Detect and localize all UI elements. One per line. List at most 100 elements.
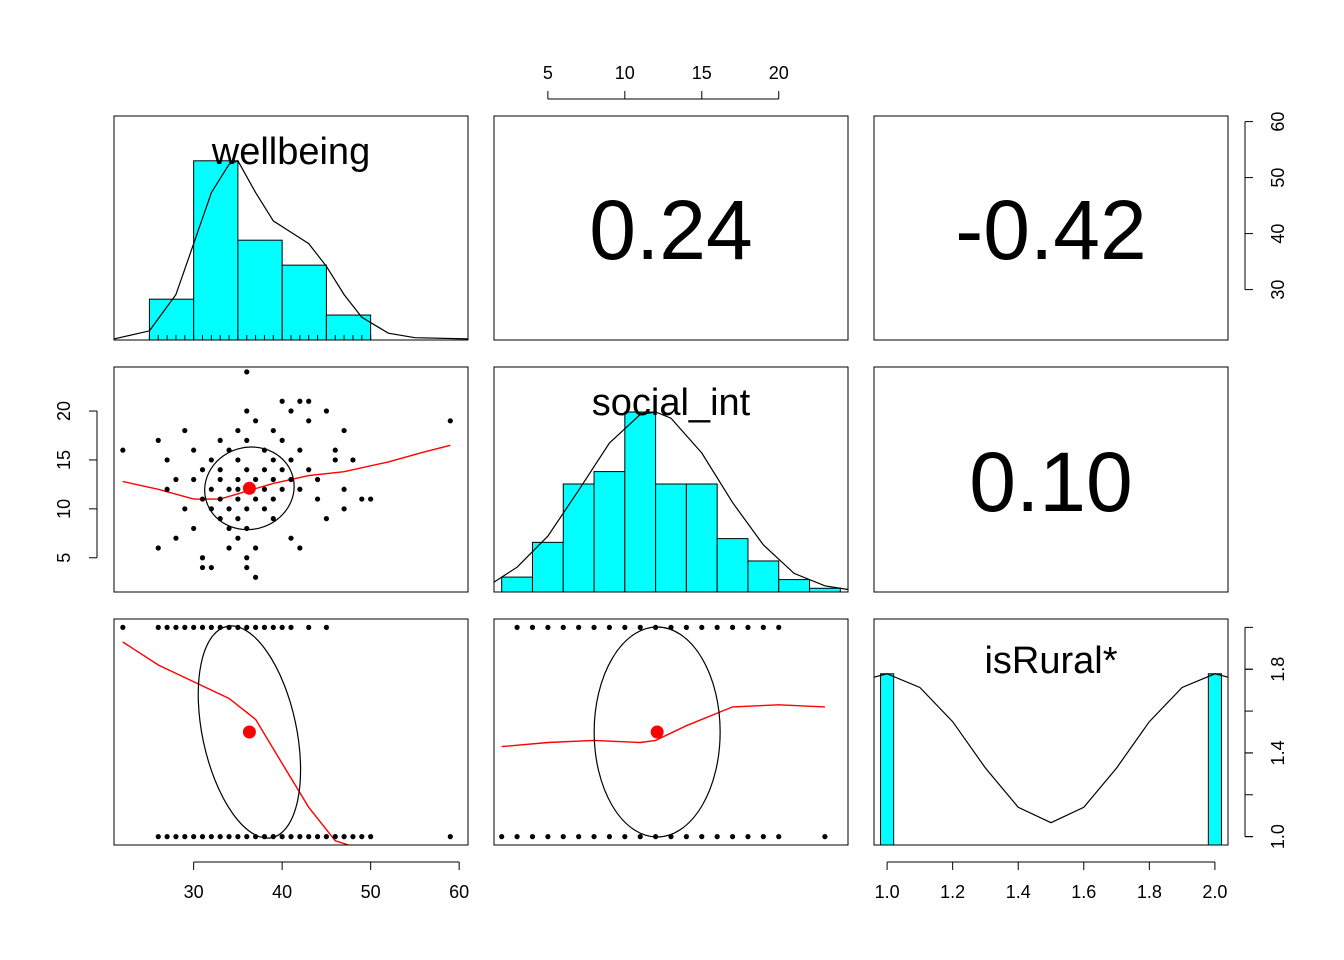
scatter-point-wellbeing-social-int [173, 476, 179, 483]
points-layer [120, 369, 828, 840]
scatter-point-social-int-isrural [545, 624, 551, 630]
scatter-point-wellbeing-social-int [297, 545, 303, 551]
scatter-point-wellbeing-social-int [208, 486, 214, 492]
scatter-point-wellbeing-social-int [199, 467, 206, 473]
panel-frame-r2-c0 [113, 618, 469, 846]
scatter-point-wellbeing-isrural [226, 834, 232, 840]
scatter-point-social-int-isrural [576, 834, 582, 840]
scatter-point-wellbeing-social-int [226, 447, 232, 453]
scatter-point-wellbeing-social-int [332, 447, 338, 453]
density-line-social-int [493, 411, 849, 591]
axis-right-row0-label: 40 [1268, 224, 1288, 244]
scatter-point-social-int-isrural [760, 624, 766, 630]
scatter-point-wellbeing-isrural [341, 834, 347, 840]
hist-bar-social-int [716, 538, 749, 593]
panel-frame-r0-c2 [873, 115, 1229, 341]
scatter-point-social-int-isrural [699, 834, 705, 840]
scatter-point-wellbeing-social-int [217, 516, 223, 522]
axis-top-social-int-label: 10 [615, 63, 635, 83]
scatter-point-social-int-isrural [714, 624, 720, 630]
scatter-point-social-int-isrural [745, 624, 751, 630]
ellipse-wellbeing-social-int [204, 446, 295, 531]
scatter-point-wellbeing-social-int [341, 427, 347, 434]
scatter-point-wellbeing-isrural [226, 624, 232, 630]
axis-bottom-isrural-label: 1.0 [875, 882, 900, 902]
hist-bar-social-int [778, 579, 811, 593]
axis-bottom-isrural-label: 1.6 [1071, 882, 1096, 902]
axis-bottom-wellbeing-label: 40 [272, 882, 292, 902]
scatter-point-wellbeing-social-int [341, 506, 347, 512]
scatter-point-wellbeing-isrural [253, 624, 259, 630]
mean-point-wellbeing-social-int [242, 481, 256, 495]
scatter-point-wellbeing-social-int [173, 535, 179, 541]
scatter-point-wellbeing-isrural [217, 834, 223, 840]
scatter-point-social-int-isrural [776, 624, 782, 630]
axis-right-isrural-label: 1.0 [1268, 824, 1288, 849]
scatter-point-wellbeing-social-int [253, 496, 259, 502]
scatter-point-social-int-isrural [560, 624, 566, 630]
scatter-point-social-int-isrural [668, 834, 674, 840]
scatter-point-wellbeing-social-int [314, 476, 321, 483]
scatter-point-social-int-isrural [529, 834, 536, 840]
scatter-point-wellbeing-social-int [120, 447, 126, 453]
scatter-point-wellbeing-isrural [306, 834, 312, 840]
axis-bottom-wellbeing-label: 60 [449, 882, 469, 902]
scatter-point-social-int-isrural [637, 834, 643, 840]
scatter-point-wellbeing-social-int [244, 369, 250, 375]
panel-frame-r1-c2 [873, 366, 1229, 593]
scatter-point-wellbeing-social-int [341, 486, 347, 492]
scatter-point-wellbeing-social-int [261, 467, 268, 473]
scatter-point-wellbeing-isrural [191, 624, 197, 630]
axis-right-row0-label: 30 [1268, 280, 1288, 300]
scatter-point-wellbeing-isrural [332, 834, 338, 840]
scatter-point-wellbeing-social-int [306, 418, 312, 424]
scatter-point-wellbeing-social-int [226, 525, 232, 532]
scatter-point-wellbeing-isrural [270, 834, 276, 840]
scatter-point-wellbeing-social-int [226, 545, 232, 551]
scatter-point-wellbeing-isrural [164, 834, 170, 840]
scatter-point-wellbeing-isrural [306, 624, 312, 630]
scatter-point-social-int-isrural [653, 624, 659, 630]
diag-label-isrural: isRural* [984, 640, 1117, 682]
scatter-point-wellbeing-isrural [288, 834, 294, 840]
scatter-point-wellbeing-social-int [314, 496, 321, 502]
scatter-point-wellbeing-social-int [323, 516, 329, 522]
scatter-point-wellbeing-social-int [253, 476, 259, 483]
scatter-point-wellbeing-social-int [279, 398, 285, 404]
scatter-point-wellbeing-social-int [164, 486, 170, 492]
scatter-point-wellbeing-social-int [323, 408, 329, 414]
scatter-point-social-int-isrural [637, 624, 643, 630]
hist-bar-social-int [531, 541, 564, 593]
scatter-point-social-int-isrural [499, 834, 505, 840]
hist-bar-social-int [593, 471, 626, 593]
scatter-point-social-int-isrural [606, 624, 613, 630]
panel-frame-r0-c0 [113, 115, 469, 341]
scatter-point-wellbeing-isrural [447, 834, 453, 840]
axis-top-social-int-label: 5 [543, 63, 553, 83]
axis-right-row0-label: 60 [1268, 112, 1288, 132]
scatter-point-wellbeing-social-int [270, 457, 276, 463]
scatter-point-wellbeing-isrural [199, 624, 206, 630]
scatter-point-wellbeing-social-int [244, 525, 250, 532]
scatter-point-wellbeing-social-int [288, 408, 294, 414]
fills-layer [148, 160, 1222, 846]
scatter-point-wellbeing-social-int [288, 457, 294, 463]
scatter-point-wellbeing-social-int [261, 486, 268, 492]
axis-bottom-wellbeing-label: 50 [361, 882, 381, 902]
panel-frame-r0-c1 [493, 115, 849, 341]
scatter-point-wellbeing-social-int [270, 427, 276, 434]
axis-top-social-int-label: 15 [692, 63, 712, 83]
scatter-point-wellbeing-social-int [359, 496, 365, 502]
axis-top-social-int-label: 20 [769, 63, 789, 83]
scatter-point-wellbeing-social-int [447, 418, 453, 424]
scatter-point-wellbeing-social-int [306, 467, 312, 473]
scatter-point-wellbeing-isrural [173, 834, 179, 840]
scatter-point-wellbeing-social-int [217, 476, 223, 483]
scatter-point-social-int-isrural [576, 624, 582, 630]
scatter-point-wellbeing-social-int [253, 574, 259, 580]
density-line-wellbeing [113, 160, 469, 340]
axes-layer: 5 10 15 20 30 40 50 60 5 10 15 20 1.0 1.4 1.8 30 40 50 60 1… [54, 63, 1288, 902]
scatter-point-wellbeing-social-int [235, 535, 241, 541]
scatter-point-wellbeing-social-int [279, 437, 285, 443]
